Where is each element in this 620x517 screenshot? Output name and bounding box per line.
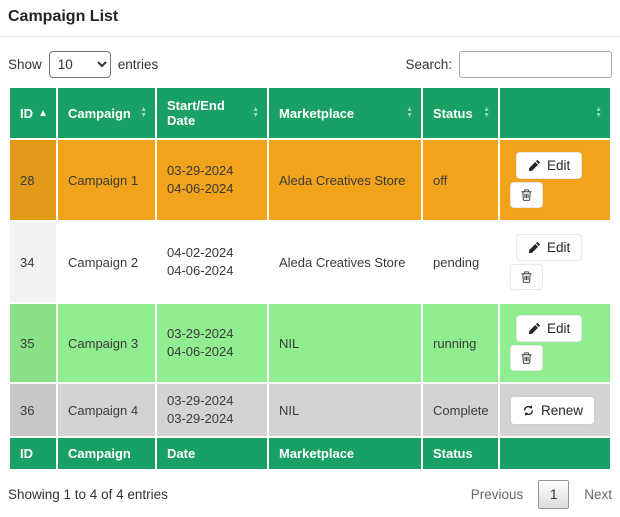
end-date: 03-29-2024	[167, 411, 234, 426]
cell-campaign: Campaign 3	[58, 304, 155, 382]
sort-asc-icon: ▲	[38, 107, 48, 119]
edit-label: Edit	[547, 158, 571, 173]
footer-column-campaign: Campaign	[58, 438, 155, 469]
cell-id: 35	[10, 304, 56, 382]
end-date: 04-06-2024	[167, 344, 234, 359]
sort-both-icon: ▲ ▼	[483, 106, 490, 119]
campaign-table: ID ▲ Campaign ▲ ▼ Start/End Date ▲ ▼ Marke…	[8, 86, 612, 471]
edit-button[interactable]: Edit	[516, 234, 583, 261]
footer-header-row: ID Campaign Date Marketplace Status	[10, 438, 610, 469]
renew-label: Renew	[541, 402, 584, 418]
table-row: 36 Campaign 4 03-29-2024 03-29-2024 NIL …	[10, 384, 610, 436]
cell-status: off	[423, 140, 498, 220]
column-header-date[interactable]: Start/End Date ▲ ▼	[157, 88, 267, 138]
end-date: 04-06-2024	[167, 181, 234, 196]
header-row: ID ▲ Campaign ▲ ▼ Start/End Date ▲ ▼ Marke…	[10, 88, 610, 138]
cell-date: 03-29-2024 04-06-2024	[157, 140, 267, 220]
end-date: 04-06-2024	[167, 263, 234, 278]
cell-actions: Edit	[500, 304, 610, 382]
pencil-icon	[528, 241, 541, 254]
trash-icon	[520, 351, 533, 365]
footer-column-id: ID	[10, 438, 56, 469]
start-date: 03-29-2024	[167, 163, 234, 178]
start-date: 04-02-2024	[167, 245, 234, 260]
cell-status: running	[423, 304, 498, 382]
delete-button[interactable]	[510, 345, 543, 371]
column-header-id[interactable]: ID ▲	[10, 88, 56, 138]
column-header-actions[interactable]: ▲ ▼	[500, 88, 610, 138]
delete-button[interactable]	[510, 182, 543, 208]
cell-id: 28	[10, 140, 56, 220]
page-length-select[interactable]: 10	[48, 51, 111, 78]
start-date: 03-29-2024	[167, 326, 234, 341]
column-header-status[interactable]: Status ▲ ▼	[423, 88, 498, 138]
entries-label: entries	[117, 57, 159, 72]
column-label: Campaign	[68, 105, 131, 121]
footer-column-marketplace: Marketplace	[269, 438, 421, 469]
cell-marketplace: Aleda Creatives Store	[269, 222, 421, 302]
current-page-button[interactable]: 1	[538, 480, 570, 509]
cell-status: pending	[423, 222, 498, 302]
edit-button[interactable]: Edit	[516, 152, 583, 179]
table-controls: Show 10 entries Search:	[8, 51, 612, 78]
column-header-campaign[interactable]: Campaign ▲ ▼	[58, 88, 155, 138]
column-header-marketplace[interactable]: Marketplace ▲ ▼	[269, 88, 421, 138]
column-label: Marketplace	[279, 105, 355, 121]
cell-marketplace: NIL	[269, 304, 421, 382]
pencil-icon	[528, 159, 541, 172]
pagination: Previous 1 Next	[471, 480, 612, 509]
table-footer-bar: Showing 1 to 4 of 4 entries Previous 1 N…	[8, 480, 612, 509]
cell-id: 34	[10, 222, 56, 302]
cell-date: 03-29-2024 03-29-2024	[157, 384, 267, 436]
cell-date: 03-29-2024 04-06-2024	[157, 304, 267, 382]
cell-id: 36	[10, 384, 56, 436]
cell-campaign: Campaign 2	[58, 222, 155, 302]
footer-column-actions	[500, 438, 610, 469]
column-label: Start/End Date	[167, 98, 225, 128]
renew-button[interactable]: Renew	[510, 395, 596, 425]
edit-label: Edit	[547, 321, 571, 336]
entries-length-control: Show 10 entries	[8, 51, 158, 78]
delete-button[interactable]	[510, 264, 543, 290]
title-divider	[0, 36, 620, 37]
trash-icon	[520, 188, 533, 202]
show-label: Show	[8, 57, 42, 72]
pencil-icon	[528, 322, 541, 335]
footer-column-date: Date	[157, 438, 267, 469]
edit-label: Edit	[547, 240, 571, 255]
cell-actions: Edit	[500, 140, 610, 220]
sort-both-icon: ▲ ▼	[406, 106, 413, 119]
table-row: 28 Campaign 1 03-29-2024 04-06-2024 Aled…	[10, 140, 610, 220]
cell-actions: Renew	[500, 384, 610, 436]
start-date: 03-29-2024	[167, 393, 234, 408]
edit-button[interactable]: Edit	[516, 315, 583, 342]
sort-both-icon: ▲ ▼	[140, 106, 147, 119]
sort-both-icon: ▲ ▼	[595, 106, 602, 119]
footer-column-status: Status	[423, 438, 498, 469]
cell-campaign: Campaign 4	[58, 384, 155, 436]
cell-actions: Edit	[500, 222, 610, 302]
column-label: Status	[433, 105, 473, 121]
sort-both-icon: ▲ ▼	[252, 106, 259, 119]
column-label: ID	[20, 105, 33, 121]
previous-page-button[interactable]: Previous	[470, 487, 524, 502]
page-title: Campaign List	[8, 8, 119, 25]
trash-icon	[520, 270, 533, 284]
cell-status: Complete	[423, 384, 498, 436]
cell-date: 04-02-2024 04-06-2024	[157, 222, 267, 302]
cell-campaign: Campaign 1	[58, 140, 155, 220]
search-input[interactable]	[459, 51, 612, 78]
cell-marketplace: Aleda Creatives Store	[269, 140, 421, 220]
table-row: 35 Campaign 3 03-29-2024 04-06-2024 NIL …	[10, 304, 610, 382]
entries-info: Showing 1 to 4 of 4 entries	[8, 487, 168, 502]
search-label: Search:	[405, 57, 452, 72]
search-control: Search:	[405, 51, 612, 78]
next-page-button[interactable]: Next	[584, 487, 612, 502]
cell-marketplace: NIL	[269, 384, 421, 436]
table-row: 34 Campaign 2 04-02-2024 04-06-2024 Aled…	[10, 222, 610, 302]
refresh-icon	[522, 404, 535, 417]
